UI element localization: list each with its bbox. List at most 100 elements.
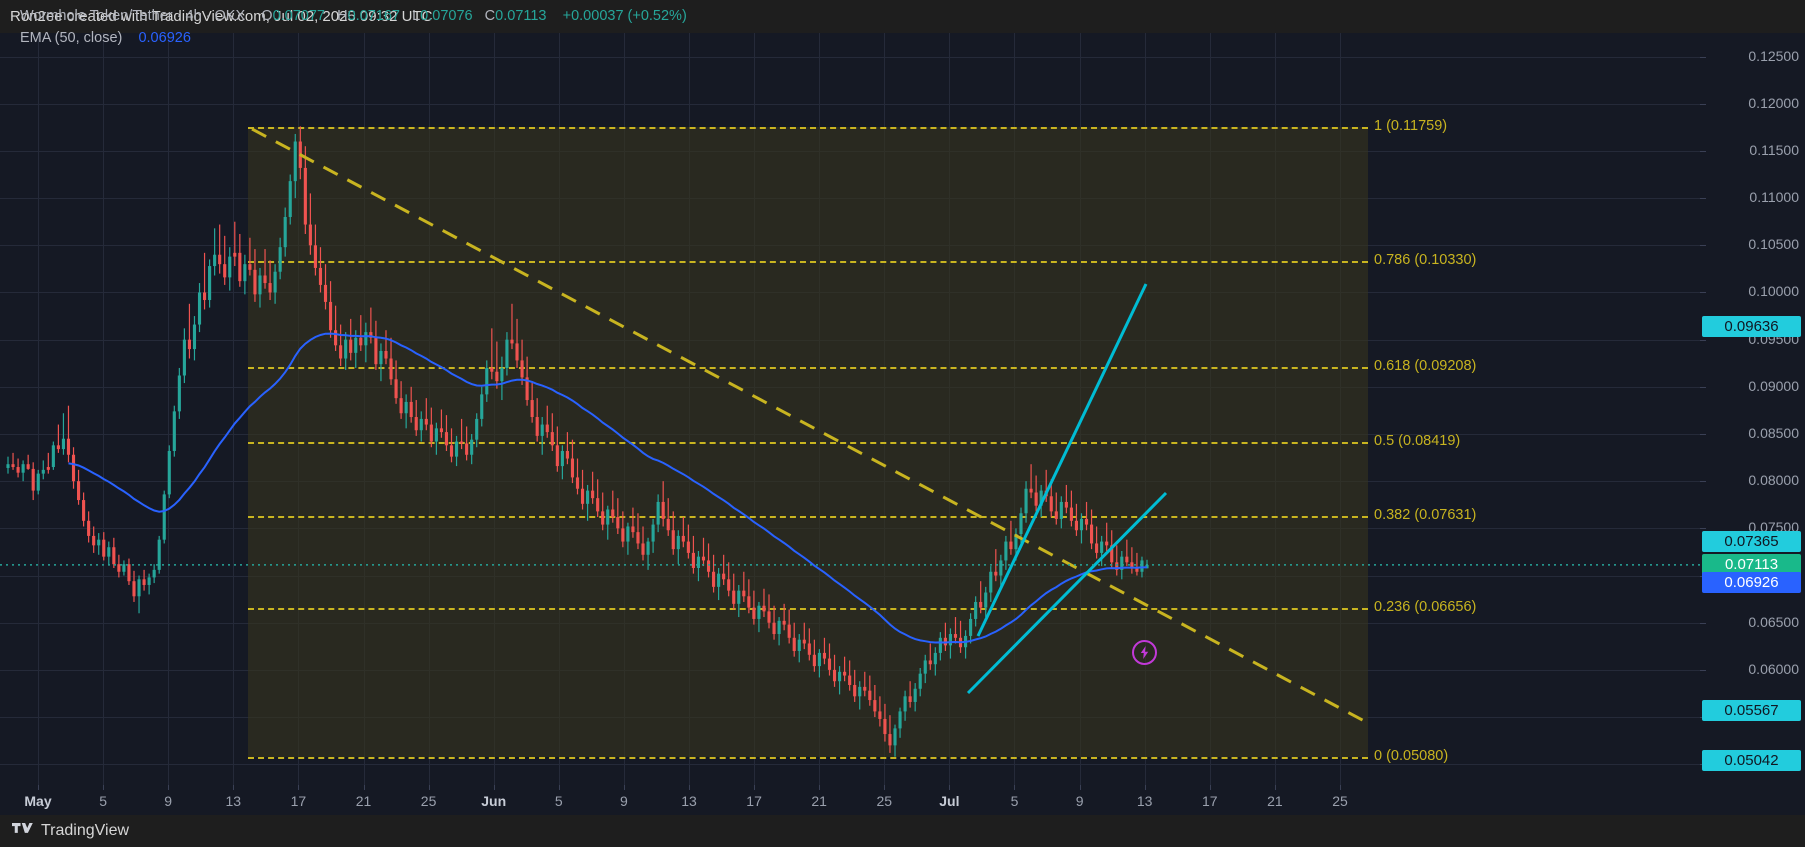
time-axis-label: 13	[1136, 793, 1153, 809]
price-axis-label: 0.08000	[1748, 472, 1799, 489]
rising-trendline-upper[interactable]	[976, 283, 1148, 637]
legend-indicator-value: 0.06926	[138, 30, 191, 46]
fibonacci-level-line[interactable]	[248, 441, 1368, 444]
price-axis-label: 0.06500	[1748, 613, 1799, 630]
descending-trendline[interactable]	[251, 127, 1369, 725]
price-tick-mark	[1700, 670, 1706, 671]
price-tick-mark	[1700, 623, 1706, 624]
fibonacci-level-label: 0.382 (0.07631)	[1374, 506, 1477, 523]
price-tick-mark	[1700, 340, 1706, 341]
gridline-vertical	[103, 33, 104, 785]
price-axis-label: 0.11000	[1749, 189, 1799, 206]
time-axis-label: 17	[290, 793, 307, 809]
legend-symbol-row[interactable]: Wormhole Token/Tether · 4h · OKX O0.0707…	[20, 5, 687, 27]
price-axis-label: 0.11500	[1749, 141, 1799, 158]
time-axis-label: Jun	[481, 793, 507, 809]
time-tick-mark	[168, 785, 169, 790]
attribution-bar: Ron2ee created with TradingView.com, Jul…	[0, 0, 1805, 33]
price-badge-value: 0.07365	[1724, 532, 1779, 550]
fibonacci-level-line[interactable]	[248, 756, 1368, 759]
price-tick-mark	[1700, 292, 1706, 293]
time-tick-mark	[1014, 785, 1015, 790]
price-badge[interactable]: 0.07365	[1702, 530, 1801, 552]
time-tick-mark	[1275, 785, 1276, 790]
time-axis-label: 21	[811, 793, 827, 809]
legend-change: +0.00037 (+0.52%)	[562, 8, 687, 24]
fibonacci-level-line[interactable]	[248, 367, 1368, 370]
gridline-horizontal	[0, 104, 1700, 105]
price-badge[interactable]: 0.05567	[1702, 700, 1801, 722]
time-axis[interactable]: May 5 9 13 17 21 25 Jun 5 9 13 17 21 25 Jul 5 9 13 17 21 25	[0, 785, 1700, 815]
time-tick-mark	[559, 785, 560, 790]
price-tick-mark	[1700, 151, 1706, 152]
time-axis-label: 25	[876, 793, 893, 809]
fibonacci-level-label: 0.618 (0.09208)	[1374, 358, 1477, 375]
fibonacci-level-line[interactable]	[248, 261, 1368, 264]
time-axis-label: 9	[619, 793, 628, 809]
time-axis-label: 9	[1075, 793, 1084, 809]
time-tick-mark	[949, 785, 950, 790]
price-tick-mark	[1700, 434, 1706, 435]
time-tick-mark	[233, 785, 234, 790]
legend-close-value: 0.07113	[495, 8, 547, 24]
price-tick-mark	[1700, 528, 1706, 529]
price-tick-mark	[1700, 387, 1706, 388]
time-axis-label: 17	[1202, 793, 1218, 809]
price-axis-label: 0.12500	[1748, 47, 1799, 64]
bolt-glyph	[1140, 646, 1149, 659]
fibonacci-level-line[interactable]	[248, 607, 1368, 610]
axis-corner	[1700, 785, 1805, 815]
legend-low-label: L	[412, 8, 421, 24]
lightning-bolt-icon[interactable]	[1132, 640, 1157, 665]
time-axis-label: 9	[164, 793, 173, 809]
fibonacci-level-label: 1 (0.11759)	[1374, 117, 1448, 134]
gridline-vertical	[233, 33, 234, 785]
time-tick-mark	[364, 785, 365, 790]
price-axis-label: 0.06000	[1748, 660, 1799, 677]
legend-interval[interactable]: 4h	[185, 8, 202, 24]
legend-symbol[interactable]: Wormhole Token/Tether	[20, 8, 173, 24]
tradingview-logo[interactable]: TradingView	[12, 822, 129, 840]
fibonacci-level-line[interactable]	[248, 126, 1368, 129]
time-axis-label: 25	[420, 793, 437, 809]
price-tick-mark	[1700, 57, 1706, 58]
legend-sep1: ·	[176, 8, 186, 24]
legend-ohlc	[249, 8, 257, 24]
legend-close-label: C	[484, 8, 496, 24]
time-tick-mark	[494, 785, 495, 790]
ema-50-line[interactable]	[68, 332, 1148, 644]
time-tick-mark	[689, 785, 690, 790]
rising-trendline-lower[interactable]	[966, 491, 1168, 695]
time-tick-mark	[1145, 785, 1146, 790]
time-tick-mark	[624, 785, 625, 790]
legend-sep2: ·	[205, 8, 215, 24]
time-tick-mark	[819, 785, 820, 790]
price-badge[interactable]: 0.06926	[1702, 572, 1801, 594]
price-badge[interactable]: 0.09636	[1702, 316, 1801, 338]
chart-plot-area[interactable]: 1 (0.11759) 0.786 (0.10330) 0.618 (0.09208…	[0, 33, 1700, 785]
time-axis-label: 25	[1332, 793, 1348, 809]
legend-high-value: 0.07167	[347, 8, 400, 24]
time-axis-label: 5	[1010, 793, 1019, 809]
chart-legend: Wormhole Token/Tether · 4h · OKX O0.0707…	[20, 5, 687, 49]
price-axis[interactable]: 0.12500 0.12000 0.11500 0.11000 0.10500 0.100…	[1700, 33, 1805, 785]
time-axis-label: 21	[1267, 793, 1283, 809]
fibonacci-level-label: 0.236 (0.06656)	[1374, 598, 1477, 615]
gridline-vertical	[38, 33, 39, 785]
time-axis-label: 17	[746, 793, 762, 809]
fibonacci-level-line[interactable]	[248, 515, 1368, 518]
time-tick-mark	[1080, 785, 1081, 790]
price-badge[interactable]: 0.05042	[1702, 749, 1801, 771]
fibonacci-level-label: 0.786 (0.10330)	[1374, 252, 1477, 269]
legend-low-value: 0.07076	[420, 8, 473, 24]
time-tick-mark	[298, 785, 299, 790]
price-axis-label: 0.09000	[1748, 377, 1799, 394]
legend-high-label: H	[337, 8, 348, 24]
price-tick-mark	[1700, 245, 1706, 246]
legend-indicator-row[interactable]: EMA (50, close) 0.06926	[20, 27, 687, 49]
fibonacci-level-label: 0.5 (0.08419)	[1374, 432, 1461, 449]
time-tick-mark	[884, 785, 885, 790]
fibonacci-level-label: 0 (0.05080)	[1374, 747, 1449, 764]
price-axis-label: 0.10000	[1748, 283, 1799, 300]
legend-indicator-name[interactable]: EMA (50, close)	[20, 30, 123, 46]
